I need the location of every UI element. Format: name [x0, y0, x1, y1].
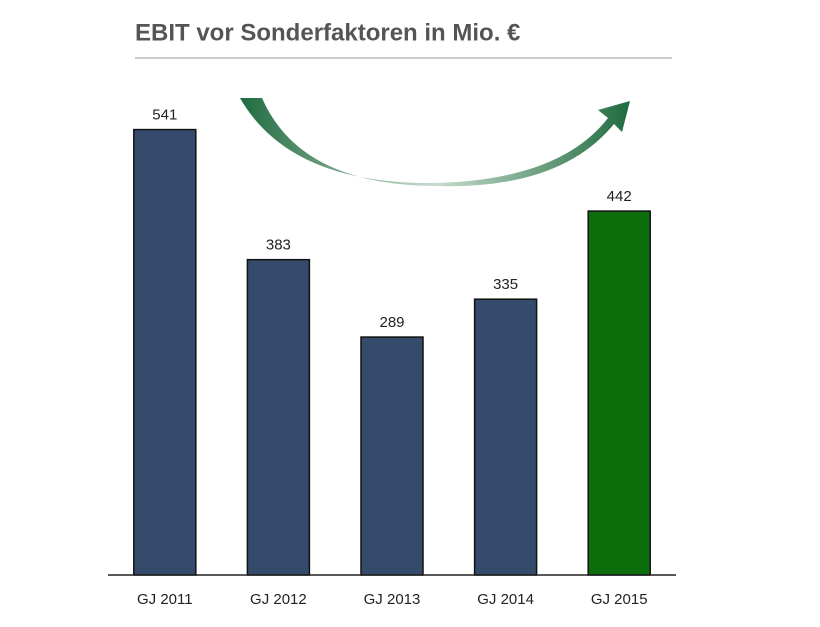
x-tick-label: GJ 2014 — [477, 591, 534, 608]
x-tick-label: GJ 2015 — [591, 591, 648, 608]
x-tick-label: GJ 2011 — [137, 591, 193, 608]
bar — [360, 336, 424, 576]
bar — [246, 258, 311, 576]
value-label: 289 — [379, 314, 404, 331]
bar — [587, 210, 651, 576]
bar — [133, 128, 197, 576]
chart-title: EBIT vor Sonderfaktoren in Mio. € — [135, 19, 520, 46]
x-tick-label: GJ 2013 — [364, 591, 421, 608]
x-tick-label: GJ 2012 — [250, 591, 307, 608]
bar — [473, 298, 538, 576]
value-label: 442 — [607, 188, 632, 205]
value-label: 335 — [493, 276, 518, 293]
value-label: 383 — [266, 237, 291, 254]
value-label: 541 — [152, 107, 177, 124]
trend-arrow — [240, 98, 630, 187]
